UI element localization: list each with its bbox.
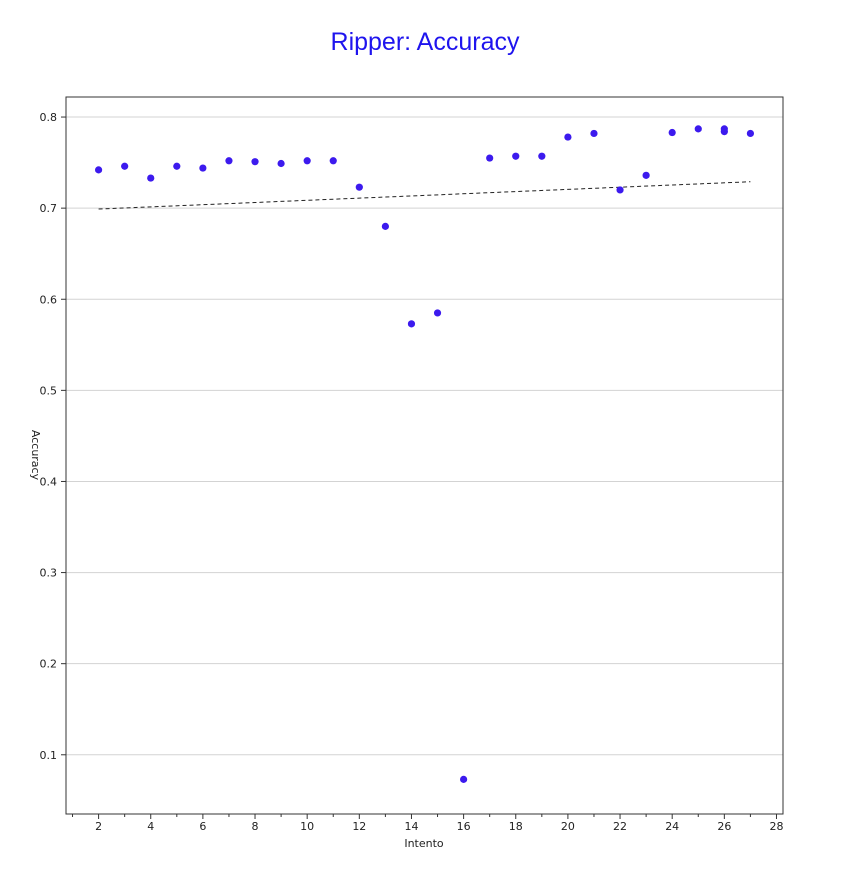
y-tick-label: 0.8 (40, 111, 58, 124)
data-point (355, 183, 363, 191)
y-tick-label: 0.1 (40, 749, 58, 762)
chart-title: Ripper: Accuracy (331, 28, 520, 56)
data-point (303, 157, 311, 165)
y-tick-label: 0.2 (40, 658, 58, 671)
data-point (329, 157, 337, 165)
grid-lines (66, 116, 783, 756)
x-tick-label: 12 (352, 820, 366, 833)
data-point (486, 154, 494, 162)
x-tick-label: 28 (769, 820, 783, 833)
x-tick-label: 14 (404, 820, 418, 833)
x-tick-label: 2 (95, 820, 102, 833)
data-point (538, 152, 546, 160)
data-point (720, 125, 728, 133)
y-tick-label: 0.7 (40, 202, 58, 215)
trend-line-group (98, 181, 751, 210)
data-point (668, 128, 676, 137)
data-point (94, 166, 103, 174)
data-point (694, 125, 702, 133)
data-points (94, 125, 755, 783)
x-tick-label: 18 (509, 820, 523, 833)
trend-line (98, 181, 751, 210)
data-point (642, 171, 650, 179)
x-tick-label: 20 (561, 820, 575, 833)
x-tick-label: 4 (147, 820, 154, 833)
data-point (173, 162, 181, 170)
x-tick-label: 16 (457, 820, 471, 833)
plot-frame (65, 96, 784, 815)
y-tick-label: 0.4 (40, 475, 58, 488)
data-point (460, 775, 468, 783)
x-tick-label: 10 (300, 820, 314, 833)
data-point (512, 152, 520, 160)
y-tick-label: 0.3 (40, 567, 58, 580)
data-point (121, 162, 129, 170)
data-point (407, 320, 416, 328)
y-axis-label: Accuracy (29, 430, 42, 481)
x-tick-label: 6 (199, 820, 206, 833)
data-point (277, 159, 285, 168)
data-point (590, 129, 598, 138)
x-axis: 2 4 6 8 10 12 14 16 18 20 22 24 26 28 (72, 814, 783, 833)
x-tick-label: 26 (717, 820, 731, 833)
data-point (251, 158, 259, 166)
x-axis-label: Intento (404, 837, 444, 850)
data-point (616, 186, 624, 194)
data-point (199, 164, 207, 172)
data-point (433, 309, 442, 317)
y-tick-label: 0.5 (40, 384, 58, 397)
data-point (225, 157, 233, 165)
x-tick-label: 8 (252, 820, 259, 833)
data-point (381, 222, 389, 230)
y-tick-label: 0.6 (40, 293, 58, 306)
data-point (147, 174, 155, 182)
data-point (564, 133, 572, 141)
x-tick-label: 22 (613, 820, 627, 833)
data-point (746, 129, 755, 138)
y-axis: 0.1 0.2 0.3 0.4 0.5 0.6 0.7 0.8 (40, 111, 66, 762)
x-tick-label: 24 (665, 820, 679, 833)
